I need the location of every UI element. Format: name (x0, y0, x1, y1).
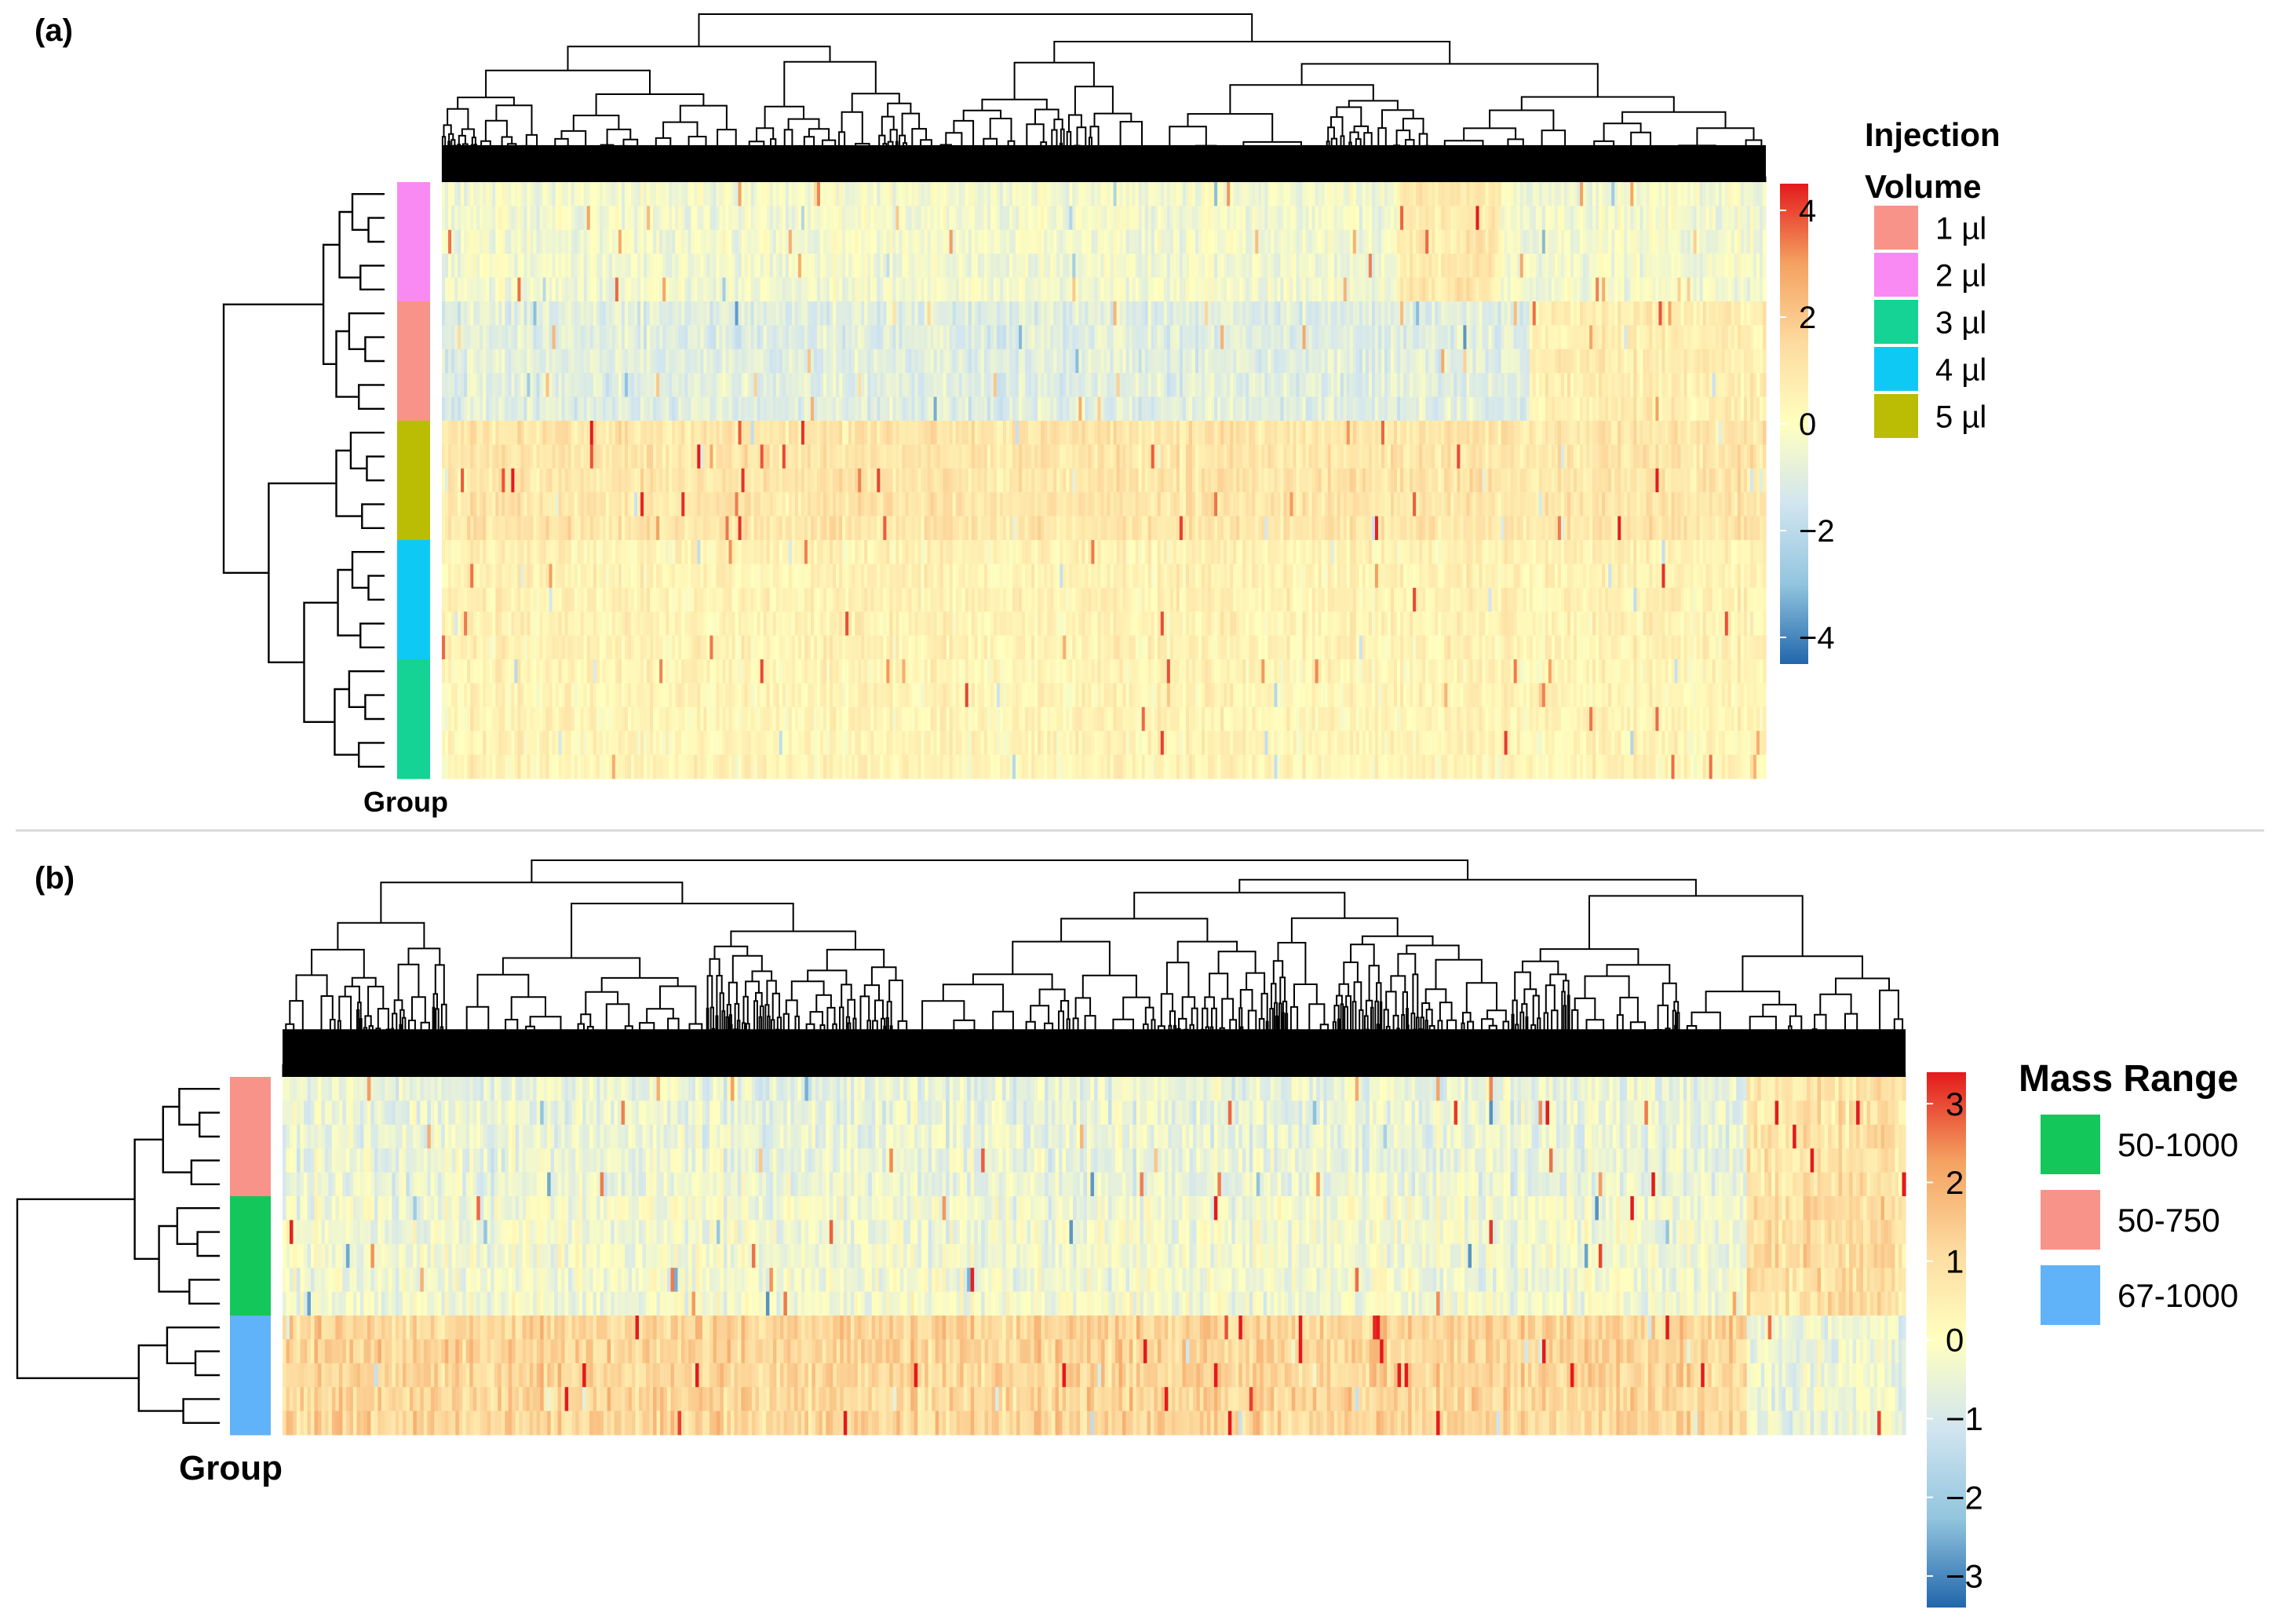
legend-swatch (2041, 1115, 2100, 1174)
column-dendrogram-a (441, 13, 1767, 182)
dendrogram-leaf-mass (283, 1029, 1906, 1077)
colorbar-tick-label: 1 (1946, 1243, 1964, 1279)
colorbar-b (1927, 1072, 1966, 1608)
legend-title-a-line1: Injection (1865, 116, 2001, 153)
legend-swatch (1874, 253, 1918, 297)
heatmap-a (442, 182, 1767, 779)
legend-entry-label: 3 µl (1935, 305, 1986, 340)
legend-title-b: Mass Range (2019, 1058, 2238, 1100)
heatmap-b (283, 1077, 1906, 1436)
legend-entry-label: 50-1000 (2117, 1126, 2238, 1163)
legend-entry-label: 67-1000 (2117, 1277, 2238, 1314)
colorbar-ticks-b: 3 2 1 0 −1 −2 −3 (1927, 1086, 1983, 1595)
group-label-a: Group (363, 786, 448, 818)
legend-swatch (1874, 394, 1918, 438)
panel-a: (a) Group 4 2 0 −2 −4 Injection Volume 1 µl 2… (35, 13, 2001, 818)
colorbar-tick-label: −2 (1799, 514, 1835, 549)
colorbar-tick-label: 2 (1946, 1164, 1964, 1201)
legend-a: 1 µl 2 µl 3 µl 4 µl 5 µl (1874, 206, 1986, 438)
colorbar-tick-label: 0 (1946, 1322, 1964, 1359)
colorbar-tick-label: −2 (1946, 1479, 1983, 1516)
legend-swatch (1874, 347, 1918, 391)
panel-a-label: (a) (35, 13, 73, 48)
legend-entry-label: 50-750 (2117, 1202, 2220, 1239)
colorbar-tick-label: 3 (1946, 1086, 1964, 1122)
colorbar-tick-label: 2 (1799, 301, 1816, 335)
row-dendrogram-branches (16, 1088, 220, 1424)
annotation-segment (230, 1316, 271, 1436)
legend-entry-label: 5 µl (1935, 400, 1986, 434)
legend-title-a-line2: Volume (1865, 168, 1982, 205)
panel-b-label: (b) (35, 861, 75, 896)
legend-swatch (1874, 206, 1918, 250)
row-dendrogram-a (222, 193, 385, 768)
annotation-segment (397, 540, 430, 660)
legend-entry-label: 4 µl (1935, 352, 1986, 387)
colorbar-tick-label: −4 (1799, 621, 1835, 655)
annotation-segment (397, 301, 430, 422)
annotation-segment (230, 1077, 271, 1197)
colorbar-tick-label: 0 (1799, 407, 1816, 442)
annotation-segment (397, 182, 430, 302)
legend-entry-label: 1 µl (1935, 211, 1986, 246)
annotation-segment (230, 1196, 271, 1316)
legend-swatch (2041, 1190, 2100, 1250)
colorbar-tick-label: −1 (1946, 1400, 1983, 1437)
row-dendrogram-b (16, 1088, 220, 1424)
colorbar-tick-label: −3 (1946, 1558, 1983, 1595)
legend-swatch (2041, 1265, 2100, 1325)
row-annotation-bar-a (397, 182, 430, 779)
column-dendrogram-b (282, 859, 1906, 1077)
colorbar-tick-label: 4 (1799, 194, 1816, 228)
annotation-segment (397, 421, 430, 541)
dendrogram-leaf-mass (442, 144, 1766, 182)
group-label-b: Group (179, 1449, 283, 1487)
colorbar-ticks-a: 4 2 0 −2 −4 (1780, 194, 1835, 655)
annotation-segment (397, 659, 430, 779)
legend-swatch (1874, 300, 1918, 344)
legend-b: 50-1000 50-750 67-1000 (2041, 1115, 2238, 1325)
legend-entry-label: 2 µl (1935, 258, 1986, 293)
row-annotation-bar-b (230, 1077, 271, 1436)
row-dendrogram-branches (222, 193, 385, 768)
